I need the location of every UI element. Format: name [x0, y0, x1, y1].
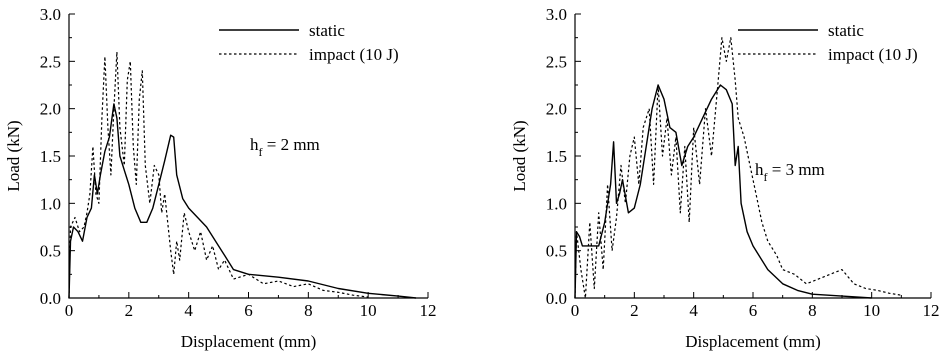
x-tick-label: 2 [125, 301, 134, 320]
x-tick-label: 8 [304, 301, 313, 320]
x-tick-label: 10 [863, 301, 880, 320]
y-tick-label: 0.5 [546, 242, 567, 261]
legend-label: impact (10 J) [309, 45, 399, 64]
x-tick-label: 0 [571, 301, 580, 320]
y-tick-label: 2.5 [546, 52, 567, 71]
x-tick-label: 6 [749, 301, 758, 320]
y-tick-label: 0.0 [546, 289, 567, 308]
x-axis-title: Displacement (mm) [685, 332, 821, 351]
x-tick-label: 10 [360, 301, 377, 320]
y-tick-label: 2.0 [546, 100, 567, 119]
series-line-impact [68, 51, 369, 299]
x-tick-label: 0 [65, 301, 74, 320]
series-line-static [68, 103, 417, 299]
legend-label: impact (10 J) [828, 45, 918, 64]
y-tick-label: 3.0 [546, 5, 567, 24]
x-tick-label: 4 [689, 301, 698, 320]
y-tick-label: 2.5 [40, 52, 61, 71]
y-tick-label: 1.5 [546, 147, 567, 166]
y-axis-title: Load (kN) [510, 120, 529, 191]
x-tick-label: 12 [420, 301, 437, 320]
y-tick-label: 2.0 [40, 100, 61, 119]
y-tick-label: 0.5 [40, 242, 61, 261]
y-tick-label: 1.0 [546, 194, 567, 213]
thickness-annotation: hf = 3 mm [755, 160, 825, 184]
x-tick-label: 4 [184, 301, 193, 320]
y-axis-title: Load (kN) [4, 120, 23, 191]
series-line-impact [574, 37, 902, 299]
x-tick-label: 2 [630, 301, 639, 320]
y-tick-label: 1.0 [40, 194, 61, 213]
y-tick-label: 3.0 [40, 5, 61, 24]
chart-panel-1: 0.0 0.5 1.0 1.5 2.0 2.5 3.0 0 2 4 6 8 10 12 Displaceme… [4, 5, 437, 351]
y-tick-label: 0.0 [40, 289, 61, 308]
thickness-annotation: hf = 2 mm [250, 135, 320, 159]
legend-label: static [309, 21, 345, 40]
x-tick-label: 12 [923, 301, 940, 320]
series-line-static [574, 84, 872, 299]
chart-panel-2: 0.0 0.5 1.0 1.5 2.0 2.5 3.0 0 2 4 6 8 10 12 Displaceme… [510, 5, 940, 351]
y-tick-label: 1.5 [40, 147, 61, 166]
x-tick-label: 8 [808, 301, 817, 320]
x-tick-label: 6 [244, 301, 253, 320]
x-axis-title: Displacement (mm) [181, 332, 317, 351]
legend-label: static [828, 21, 864, 40]
